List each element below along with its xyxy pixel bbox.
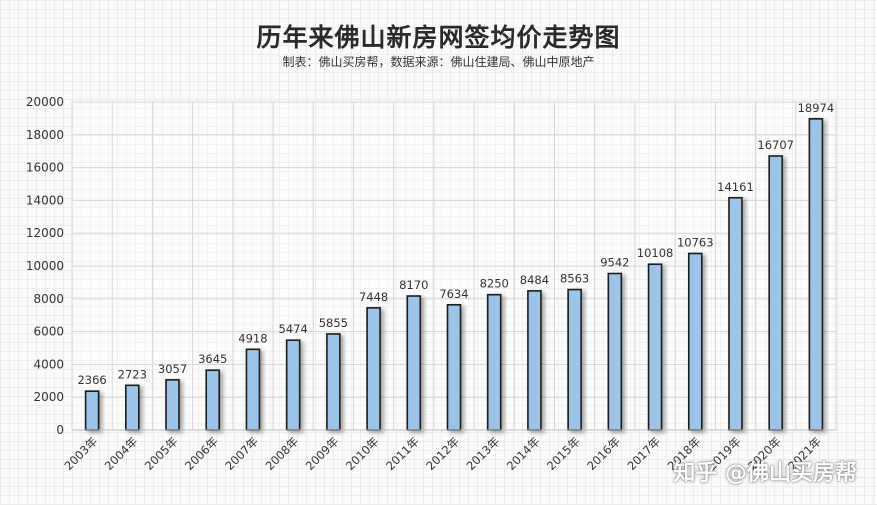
y-tick-label: 4000 [33, 357, 64, 371]
data-label: 10763 [677, 235, 714, 249]
y-tick-label: 16000 [26, 161, 64, 175]
bar [808, 118, 824, 431]
x-tick-label: 2010年 [343, 434, 382, 473]
bar [366, 307, 381, 431]
y-tick-label: 12000 [26, 226, 64, 240]
data-label: 5855 [319, 316, 348, 330]
data-label: 3645 [198, 352, 227, 366]
x-tick-label: 2009年 [303, 434, 342, 473]
x-tick-label: 2008年 [263, 434, 302, 473]
watermark-text: 知乎 @佛山买房帮 [673, 461, 857, 486]
bar [607, 272, 623, 431]
data-label: 3057 [158, 362, 187, 376]
x-tick-label: 2016年 [584, 434, 623, 473]
data-label: 10108 [637, 246, 674, 260]
bar [165, 379, 180, 431]
data-label: 8563 [560, 272, 589, 286]
x-tick-label: 2012年 [423, 434, 462, 473]
bar [245, 348, 261, 431]
y-tick-label: 20000 [26, 95, 64, 109]
data-label: 4918 [238, 331, 267, 345]
bar [326, 333, 341, 431]
y-tick-label: 10000 [26, 259, 64, 273]
x-tick-label: 2011年 [383, 434, 422, 473]
y-tick-label: 8000 [33, 292, 64, 306]
data-label: 8170 [399, 278, 428, 292]
y-tick-label: 6000 [33, 325, 64, 339]
data-label: 7634 [439, 287, 468, 301]
chart-subtitle: 制表：佛山买房帮，数据来源：佛山住建局、佛山中原地产 [282, 55, 595, 69]
data-label: 8484 [520, 273, 549, 287]
x-tick-label: 2017年 [624, 434, 663, 473]
bar [647, 263, 663, 431]
data-label: 16707 [757, 138, 794, 152]
bar [687, 252, 703, 431]
y-tick-label: 18000 [26, 128, 64, 142]
data-label: 18974 [798, 101, 835, 115]
bar [205, 369, 221, 431]
data-label: 9542 [600, 256, 629, 270]
data-label: 14161 [717, 180, 754, 194]
bar [406, 295, 422, 431]
x-tick-label: 2004年 [102, 434, 141, 473]
chart-title: 历年来佛山新房网签均价走势图 [256, 23, 621, 52]
bar [567, 288, 582, 431]
bar [285, 339, 301, 431]
x-tick-label: 2003年 [61, 434, 100, 473]
data-label: 2366 [77, 373, 106, 387]
bar [446, 304, 462, 431]
data-label: 5474 [279, 322, 308, 336]
x-tick-label: 2005年 [142, 434, 181, 473]
y-tick-label: 2000 [33, 390, 64, 404]
y-tick-label: 0 [56, 423, 64, 437]
x-tick-label: 2014年 [504, 434, 543, 473]
x-tick-label: 2006年 [182, 434, 221, 473]
bar [486, 293, 502, 431]
data-label: 8250 [480, 277, 509, 291]
bar [768, 155, 783, 431]
bar [527, 290, 542, 431]
data-label: 7448 [359, 290, 388, 304]
bar [728, 196, 743, 431]
data-label: 2723 [118, 367, 147, 381]
bar [84, 390, 100, 431]
x-tick-label: 2013年 [464, 434, 503, 473]
x-tick-label: 2015年 [544, 434, 583, 473]
y-tick-label: 14000 [26, 193, 64, 207]
bar [125, 384, 140, 431]
x-tick-label: 2007年 [222, 434, 261, 473]
